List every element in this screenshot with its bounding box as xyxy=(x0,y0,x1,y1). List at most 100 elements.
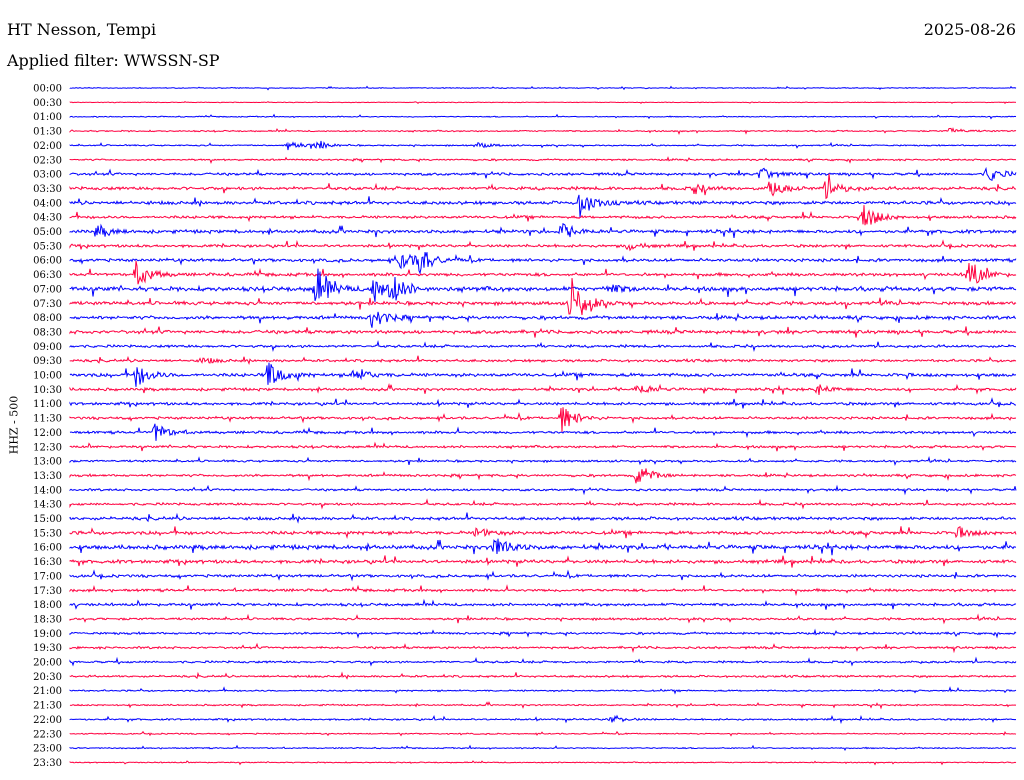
time-tick-label: 06:00 xyxy=(33,256,62,267)
time-tick-label: 16:00 xyxy=(33,543,62,554)
trace-2300 xyxy=(69,744,1017,751)
trace-1330 xyxy=(69,468,1017,484)
trace-0330 xyxy=(69,173,1017,200)
trace-0900 xyxy=(69,340,1017,352)
time-tick-label: 09:30 xyxy=(33,356,62,367)
time-tick-label: 01:30 xyxy=(33,127,62,138)
trace-0630 xyxy=(69,260,1017,285)
trace-0000 xyxy=(69,85,1017,91)
time-tick-label: 18:30 xyxy=(33,614,62,625)
time-tick-label: 11:00 xyxy=(33,399,62,410)
time-tick-label: 21:00 xyxy=(33,686,62,697)
trace-0230 xyxy=(69,156,1017,164)
trace-1600 xyxy=(69,538,1016,556)
trace-0730 xyxy=(69,278,1017,316)
trace-1700 xyxy=(69,569,1017,582)
time-tick-label: 02:30 xyxy=(33,155,62,166)
trace-0530 xyxy=(69,239,1017,252)
date-label: 2025-08-26 xyxy=(923,20,1016,39)
time-tick-label: 21:30 xyxy=(33,701,62,712)
time-tick-label: 07:30 xyxy=(33,299,62,310)
time-tick-label: 04:30 xyxy=(33,213,62,224)
trace-1730 xyxy=(69,584,1017,597)
time-tick-label: 02:00 xyxy=(33,141,62,152)
time-tick-label: 23:00 xyxy=(33,744,62,755)
trace-1500 xyxy=(69,512,1016,524)
trace-1400 xyxy=(69,484,1017,496)
trace-2000 xyxy=(69,656,1017,667)
time-tick-label: 14:30 xyxy=(33,500,62,511)
trace-1800 xyxy=(69,598,1017,610)
trace-1200 xyxy=(69,423,1017,441)
trace-1630 xyxy=(69,555,1017,568)
time-tick-label: 06:30 xyxy=(33,270,62,281)
time-tick-label: 17:30 xyxy=(33,586,62,597)
time-tick-label: 05:30 xyxy=(33,241,62,252)
time-tick-label: 17:00 xyxy=(33,571,62,582)
trace-2230 xyxy=(69,730,1017,737)
time-tick-label: 03:30 xyxy=(33,184,62,195)
station-title: HT Nesson, Tempi xyxy=(7,20,157,39)
time-tick-label: 09:00 xyxy=(33,342,62,353)
trace-2130 xyxy=(69,701,1017,710)
time-tick-label: 12:00 xyxy=(33,428,62,439)
trace-0200 xyxy=(69,140,1017,151)
time-tick-label: 05:00 xyxy=(33,227,62,238)
trace-1430 xyxy=(69,498,1017,510)
time-tick-label: 22:00 xyxy=(33,715,62,726)
time-tick-label: 12:30 xyxy=(33,442,62,453)
time-tick-label: 10:30 xyxy=(33,385,62,396)
time-tick-group: 00:00 00:30 01:00 01:30 02:00 02:30 03:00 03:30… xyxy=(33,84,62,769)
time-tick-label: 03:00 xyxy=(33,170,62,181)
time-tick-label: 19:00 xyxy=(33,629,62,640)
time-tick-label: 22:30 xyxy=(33,729,62,740)
trace-1530 xyxy=(69,526,1017,540)
trace-0800 xyxy=(69,311,1017,328)
time-tick-label: 14:00 xyxy=(33,485,62,496)
time-tick-label: 07:00 xyxy=(33,284,62,295)
trace-0030 xyxy=(69,100,1017,105)
time-tick-label: 16:30 xyxy=(33,557,62,568)
time-tick-label: 08:00 xyxy=(33,313,62,324)
time-tick-label: 10:00 xyxy=(33,371,62,382)
trace-1230 xyxy=(69,441,1017,452)
time-tick-label: 04:00 xyxy=(33,198,62,209)
trace-1930 xyxy=(69,642,1017,654)
trace-0500 xyxy=(69,223,1017,238)
time-tick-label: 20:30 xyxy=(33,672,62,683)
time-tick-label: 23:30 xyxy=(33,758,62,769)
time-tick-label: 08:30 xyxy=(33,327,62,338)
trace-1030 xyxy=(69,382,1017,395)
time-tick-label: 00:00 xyxy=(33,84,62,95)
trace-1000 xyxy=(69,362,1017,387)
trace-0430 xyxy=(69,205,1017,226)
trace-2030 xyxy=(69,671,1017,680)
time-tick-label: 00:30 xyxy=(33,98,62,109)
time-tick-label: 13:00 xyxy=(33,457,62,468)
trace-0600 xyxy=(69,251,1017,275)
filter-label: Applied filter: WWSSN-SP xyxy=(7,51,220,70)
trace-0930 xyxy=(69,355,1017,365)
trace-0400 xyxy=(69,194,1017,218)
time-tick-label: 18:00 xyxy=(33,600,62,611)
time-tick-label: 13:30 xyxy=(33,471,62,482)
trace-0830 xyxy=(69,326,1017,338)
trace-1300 xyxy=(69,455,1017,467)
time-tick-label: 19:30 xyxy=(33,643,62,654)
time-tick-label: 20:00 xyxy=(33,658,62,669)
trace-2100 xyxy=(69,686,1017,695)
trace-0100 xyxy=(69,113,1017,120)
time-tick-label: 01:00 xyxy=(33,112,62,123)
trace-1900 xyxy=(69,628,1017,639)
time-tick-label: 15:30 xyxy=(33,528,62,539)
trace-1130 xyxy=(69,407,1017,433)
time-tick-label: 15:00 xyxy=(33,514,62,525)
trace-2330 xyxy=(69,760,1017,766)
trace-1830 xyxy=(69,613,1017,625)
trace-group xyxy=(69,85,1017,766)
trace-0700 xyxy=(69,268,1017,302)
trace-1100 xyxy=(69,397,1016,409)
trace-0130 xyxy=(69,127,1017,135)
trace-0300 xyxy=(69,166,1017,182)
